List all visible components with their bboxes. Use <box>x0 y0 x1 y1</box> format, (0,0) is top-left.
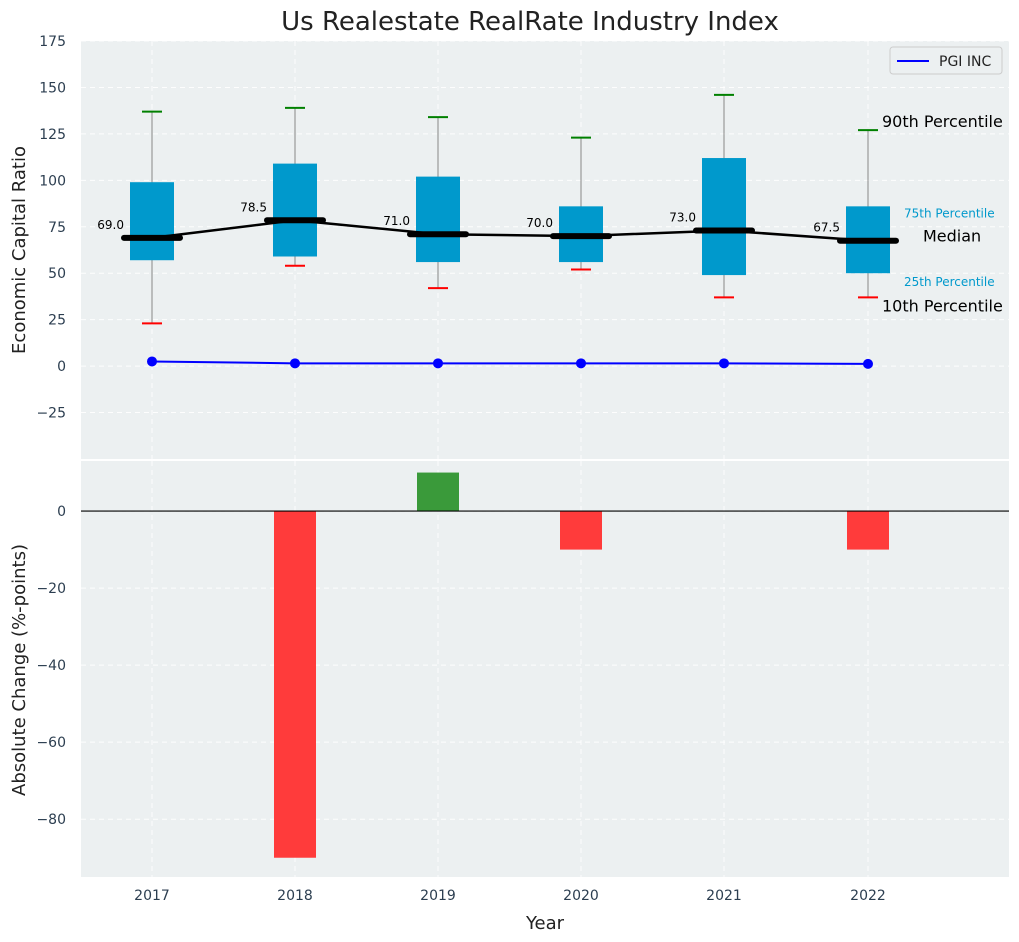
median-value-label: 71.0 <box>383 214 410 228</box>
x-tick-label-2019: 2019 <box>420 888 456 904</box>
top-y-tick-label: 100 <box>39 173 66 189</box>
top-y-tick-label: 150 <box>39 80 66 96</box>
median-trend-line <box>151 219 869 242</box>
top-y-axis-label: Economic Capital Ratio <box>9 146 30 354</box>
legend: PGI INC <box>889 46 1003 75</box>
annotation-median: Median <box>923 227 981 246</box>
pgi-inc-point-2018 <box>290 358 300 369</box>
top-y-ticks: −25 0 25 50 75 100 125 150 175 <box>36 34 66 422</box>
chart-title: Us Realestate RealRate Industry Index <box>281 7 779 37</box>
annotation-p25: 25th Percentile <box>904 275 995 289</box>
x-tick-label-2022: 2022 <box>850 888 886 904</box>
bottom-y-tick-label: −40 <box>36 658 66 674</box>
top-y-tick-label: 50 <box>48 266 66 282</box>
top-y-tick-label: 175 <box>39 34 66 50</box>
pgi-inc-point-2022 <box>863 358 873 369</box>
iqr-box <box>273 163 317 257</box>
x-ticks: 2017 2018 2019 2020 2021 2022 <box>134 888 886 904</box>
change-bar-2022 <box>847 511 889 550</box>
top-y-tick-label: 25 <box>48 313 66 329</box>
legend-box <box>889 46 1003 75</box>
median-value-label: 69.0 <box>97 218 124 232</box>
iqr-box <box>416 176 460 263</box>
bottom-y-tick-label: −80 <box>36 812 66 828</box>
change-bar-2020 <box>560 511 602 550</box>
pgi-inc-line <box>151 360 869 365</box>
pgi-inc-point-2020 <box>576 358 586 369</box>
x-tick-label-2017: 2017 <box>134 888 170 904</box>
bottom-y-tick-label: 0 <box>57 504 66 520</box>
legend-label-pgi-inc: PGI INC <box>939 54 991 70</box>
top-y-tick-label: −25 <box>36 406 66 422</box>
box-2020: 70.0 <box>526 136 612 271</box>
x-tick-label-2018: 2018 <box>277 888 313 904</box>
x-axis-label: Year <box>525 913 565 934</box>
median-trend <box>151 219 869 242</box>
median-value-label: 67.5 <box>813 221 840 235</box>
iqr-box <box>130 182 174 261</box>
median-value-label: 78.5 <box>240 200 267 214</box>
pgi-inc-point-2017 <box>147 356 157 367</box>
top-y-tick-label: 75 <box>48 220 66 236</box>
company-series <box>147 356 873 369</box>
percentile-annotations: 90th Percentile 75th Percentile Median 25th… <box>882 112 1003 315</box>
iqr-box <box>702 158 746 276</box>
x-tick-label-2020: 2020 <box>563 888 599 904</box>
pgi-inc-point-2021 <box>719 358 729 369</box>
median-value-label: 70.0 <box>526 216 553 230</box>
annotation-p90: 90th Percentile <box>882 112 1003 131</box>
box-plots: 69.0 78.5 71.0 70.0 73.0 67.5 <box>97 93 899 325</box>
bottom-y-ticks: −80 −60 −40 −20 0 <box>36 504 66 828</box>
annotation-p10: 10th Percentile <box>882 296 1003 315</box>
change-bar-2018 <box>274 511 316 858</box>
top-y-tick-label: 0 <box>57 359 66 375</box>
annotation-p75: 75th Percentile <box>904 206 995 220</box>
change-bars <box>81 472 1009 858</box>
bottom-y-axis-label: Absolute Change (%-points) <box>9 544 30 796</box>
bottom-y-tick-label: −20 <box>36 581 66 597</box>
bottom-y-tick-label: −60 <box>36 735 66 751</box>
median-value-label: 73.0 <box>669 210 696 224</box>
x-tick-label-2021: 2021 <box>706 888 742 904</box>
top-y-tick-label: 125 <box>39 127 66 143</box>
change-bar-2019 <box>417 472 459 512</box>
pgi-inc-point-2019 <box>433 358 443 369</box>
